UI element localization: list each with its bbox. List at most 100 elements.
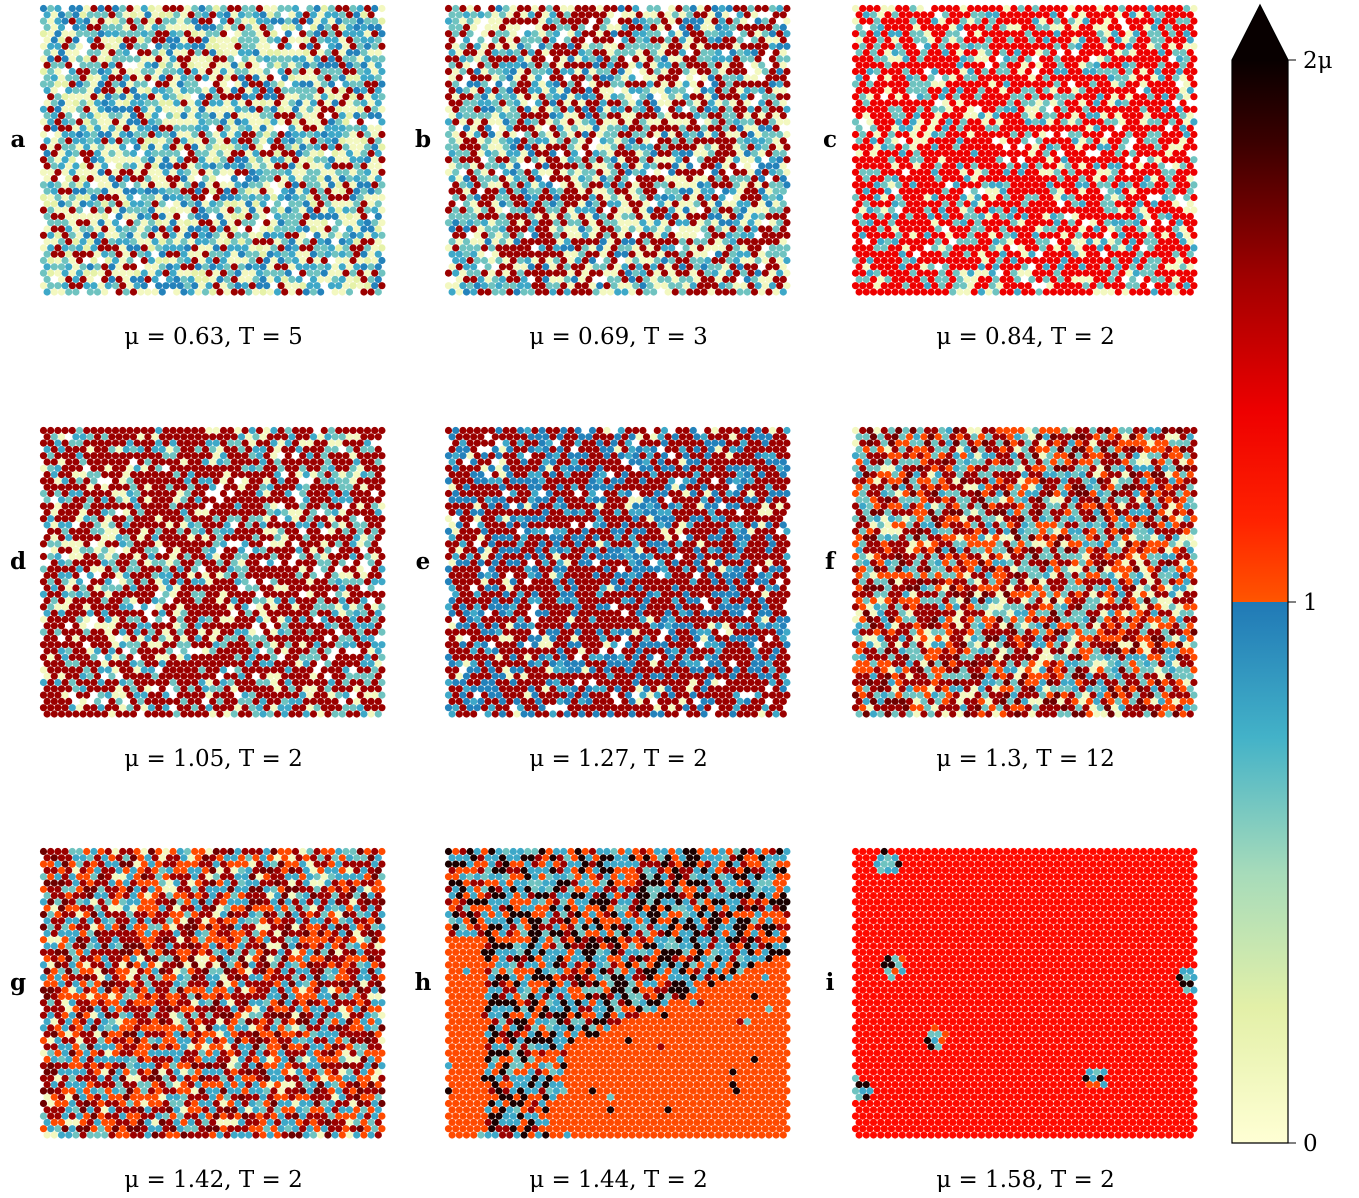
lattice-site [317,225,324,232]
lattice-site [459,181,466,188]
lattice-site [360,112,367,119]
lattice-site [657,74,664,81]
lattice-site [1014,74,1021,81]
lattice-site [686,125,693,132]
lattice-site [1072,62,1079,69]
lattice-site [683,81,690,88]
lattice-site [353,36,360,43]
lattice-site [701,213,708,220]
lattice-site [625,68,632,75]
lattice-site [740,118,747,125]
lattice-site [708,74,715,81]
lattice-site [44,276,51,283]
lattice-site [108,213,115,220]
lattice-site [521,24,528,31]
lattice-site [1180,11,1187,18]
lattice-site [910,18,917,25]
lattice-site [456,288,463,295]
lattice-site [571,288,578,295]
lattice-site [1061,43,1068,50]
lattice-site [621,62,628,69]
lattice-site [206,118,213,125]
lattice-site [629,112,636,119]
lattice-site [492,213,499,220]
lattice-site [299,144,306,151]
lattice-site [546,181,553,188]
lattice-site [69,93,76,100]
lattice-site [668,181,675,188]
lattice-site [517,93,524,100]
lattice-site [859,68,866,75]
lattice-site [69,81,76,88]
lattice-site [364,232,371,239]
lattice-site [557,62,564,69]
lattice-site [485,24,492,31]
lattice-site [227,68,234,75]
lattice-site [274,288,281,295]
lattice-site [704,219,711,226]
lattice-site [542,11,549,18]
lattice-site [137,137,144,144]
lattice-site [83,257,90,264]
lattice-site [1187,74,1194,81]
lattice-site [744,213,751,220]
lattice-site [112,219,119,226]
lattice-site [126,244,133,251]
lattice-site [726,181,733,188]
lattice-site [324,150,331,157]
lattice-site [499,175,506,182]
lattice-site [184,232,191,239]
lattice-site [711,68,718,75]
lattice-site [733,257,740,264]
lattice-site [278,106,285,113]
lattice-site [360,36,367,43]
lattice-site [701,276,708,283]
lattice-site [755,81,762,88]
lattice-site [170,55,177,62]
lattice-site [477,188,484,195]
lattice-site [144,49,151,56]
lattice-site [256,93,263,100]
lattice-site [719,106,726,113]
lattice-site [137,263,144,270]
lattice-site [1025,43,1032,50]
lattice-site [582,30,589,37]
lattice-site [1036,74,1043,81]
lattice-site [227,169,234,176]
lattice-site [137,125,144,132]
lattice-site [992,11,999,18]
lattice-site [557,200,564,207]
lattice-site [1014,62,1021,69]
lattice-site [485,36,492,43]
lattice-site [542,49,549,56]
lattice-site [1115,62,1122,69]
lattice-site [1104,30,1111,37]
lattice-site [557,125,564,132]
lattice-site [517,68,524,75]
lattice-site [661,55,668,62]
lattice-site [510,106,517,113]
lattice-site [69,106,76,113]
lattice-site [528,24,535,31]
lattice-site [859,30,866,37]
lattice-site [1028,62,1035,69]
lattice-site [629,150,636,157]
lattice-site [69,55,76,62]
lattice-site [449,99,456,106]
lattice-site [639,219,646,226]
lattice-site [159,276,166,283]
lattice-site [306,270,313,277]
lattice-site [708,225,715,232]
lattice-site [546,43,553,50]
lattice-site [683,194,690,201]
lattice-site [719,156,726,163]
lattice-site [87,251,94,258]
lattice-site [449,62,456,69]
lattice-site [607,276,614,283]
lattice-site [375,276,382,283]
lattice-site [672,238,679,245]
lattice-site [137,276,144,283]
lattice-site [589,68,596,75]
lattice-site [683,270,690,277]
lattice-site [528,251,535,258]
